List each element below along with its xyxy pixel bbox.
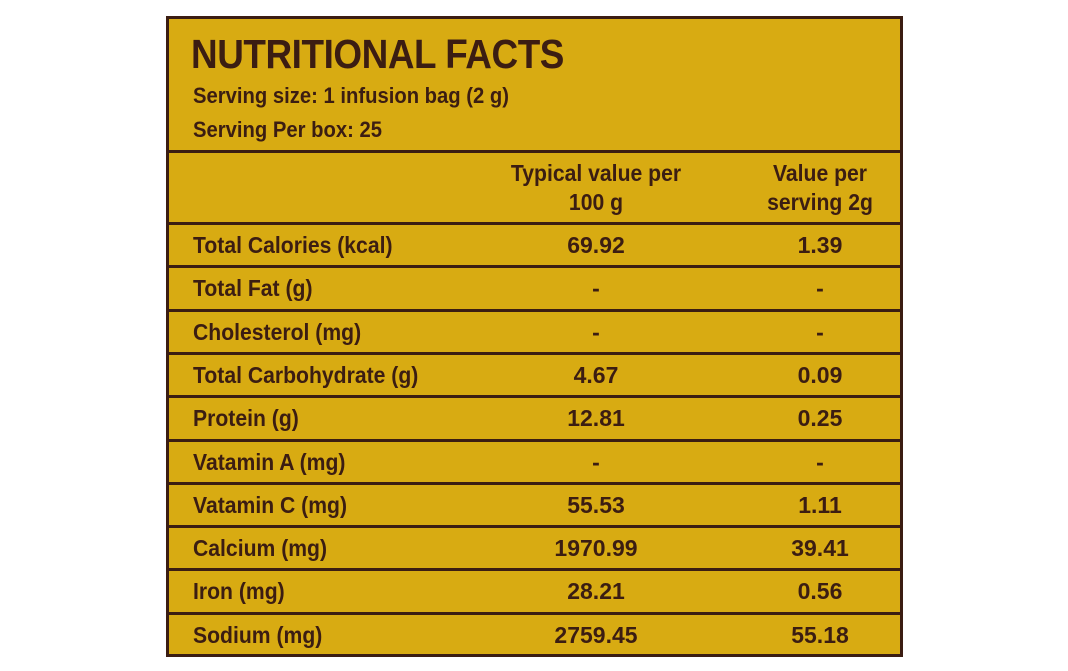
table-row: Total Fat (g) - - bbox=[169, 265, 900, 309]
nutrient-name: Protein (g) bbox=[193, 405, 299, 432]
value-per-serving: - bbox=[816, 275, 824, 302]
nutrient-name: Total Fat (g) bbox=[193, 275, 313, 302]
value-per-serving: 1.11 bbox=[798, 491, 842, 518]
value-per-serving: 1.39 bbox=[797, 232, 843, 258]
value-per-serving: 0.56 bbox=[797, 578, 843, 605]
column-header-line: serving 2g bbox=[767, 189, 873, 215]
table-row: Vatamin A (mg) - - bbox=[169, 438, 900, 483]
value-per-100g: - bbox=[592, 448, 600, 475]
value-per-100g: 1970.99 bbox=[554, 535, 638, 562]
table-row: Vatamin C (mg) 55.53 1.11 bbox=[169, 481, 900, 526]
table-row: Iron (mg) 28.21 0.56 bbox=[169, 568, 900, 612]
serving-size: Serving size: 1 infusion bag (2 g) bbox=[193, 83, 510, 108]
value-per-serving: - bbox=[816, 448, 824, 475]
value-per-serving: - bbox=[816, 318, 824, 345]
value-per-serving: 55.18 bbox=[791, 621, 849, 648]
value-per-100g: 4.67 bbox=[573, 361, 619, 388]
table-row: Sodium (mg) 2759.45 55.18 bbox=[169, 611, 900, 656]
nutrient-name: Vatamin A (mg) bbox=[193, 448, 346, 475]
value-per-100g: 28.21 bbox=[567, 578, 625, 605]
nutrient-name: Sodium (mg) bbox=[193, 621, 323, 648]
column-header-line: Typical value per bbox=[510, 160, 682, 186]
value-per-100g: 2759.45 bbox=[554, 621, 638, 648]
column-header-line: Value per bbox=[772, 160, 868, 186]
table-row: Cholesterol (mg) - - bbox=[169, 308, 900, 353]
divider bbox=[169, 150, 900, 153]
value-per-100g: 55.53 bbox=[567, 491, 625, 518]
nutrition-facts-panel: NUTRITIONAL FACTS Serving size: 1 infusi… bbox=[166, 16, 903, 657]
table-row: Total Calories (kcal) 69.92 1.39 bbox=[169, 222, 900, 266]
value-per-serving: 0.25 bbox=[797, 405, 843, 432]
value-per-serving: 39.41 bbox=[791, 535, 849, 562]
value-per-100g: - bbox=[592, 275, 600, 302]
column-header-per-serving: Value per serving 2g bbox=[719, 159, 921, 217]
nutrient-name: Calcium (mg) bbox=[193, 535, 328, 562]
value-per-100g: 12.81 bbox=[567, 405, 625, 432]
nutrient-name: Total Carbohydrate (g) bbox=[193, 361, 419, 388]
table-row: Total Carbohydrate (g) 4.67 0.09 bbox=[169, 351, 900, 396]
nutrient-name: Vatamin C (mg) bbox=[193, 491, 348, 518]
value-per-serving: 0.09 bbox=[797, 361, 843, 388]
value-per-100g: - bbox=[592, 318, 600, 345]
table-row: Calcium (mg) 1970.99 39.41 bbox=[169, 525, 900, 569]
column-header-line: 100 g bbox=[568, 189, 624, 215]
value-per-100g: 69.92 bbox=[567, 232, 625, 258]
column-header-per-100g: Typical value per 100 g bbox=[486, 159, 707, 217]
servings-per-box: Serving Per box: 25 bbox=[193, 117, 382, 142]
nutrient-name: Cholesterol (mg) bbox=[193, 318, 362, 345]
label-title: NUTRITIONAL FACTS bbox=[191, 31, 564, 77]
nutrient-name: Iron (mg) bbox=[193, 578, 285, 605]
nutrient-name: Total Calories (kcal) bbox=[193, 232, 393, 258]
table-row: Protein (g) 12.81 0.25 bbox=[169, 395, 900, 439]
